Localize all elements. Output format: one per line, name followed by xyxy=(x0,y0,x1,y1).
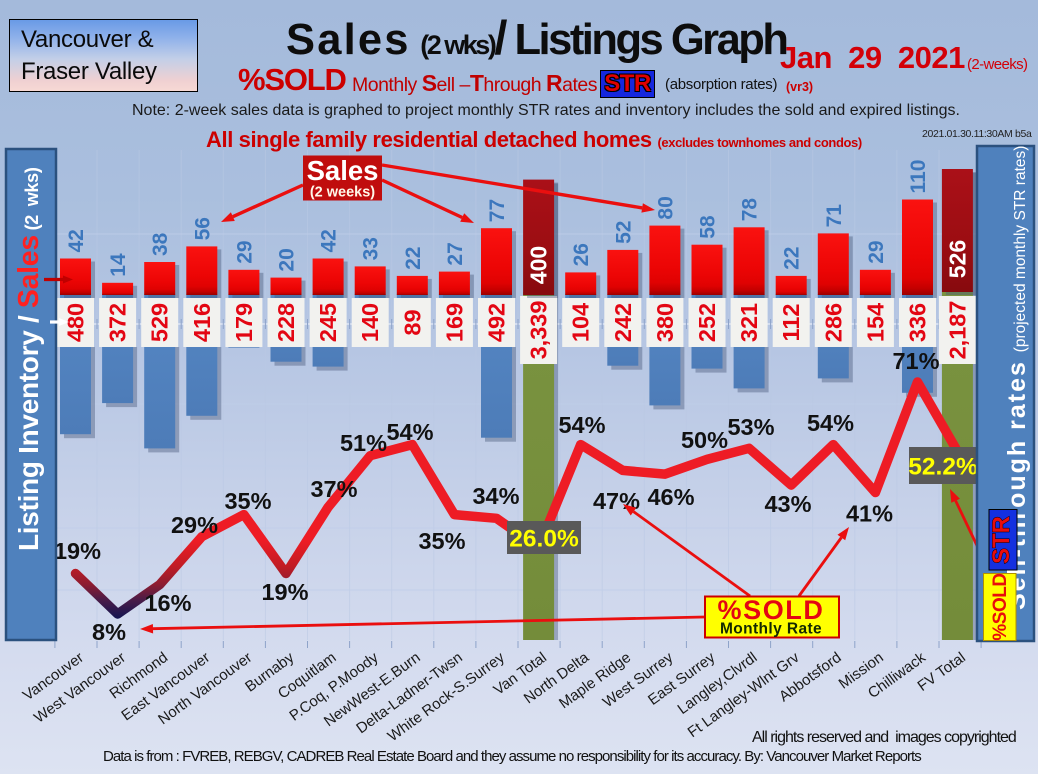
svg-text:286: 286 xyxy=(820,303,846,342)
svg-text:71%: 71% xyxy=(892,348,939,374)
svg-text:29%: 29% xyxy=(171,512,218,538)
svg-text:%SOLD: %SOLD xyxy=(717,595,824,625)
svg-text:52: 52 xyxy=(612,221,635,244)
svg-text:%SOLD: %SOLD xyxy=(990,573,1011,640)
svg-text:416: 416 xyxy=(189,303,215,342)
svg-text:19%: 19% xyxy=(54,538,101,564)
svg-text:2,187: 2,187 xyxy=(944,301,970,360)
svg-text:16%: 16% xyxy=(144,590,191,616)
svg-text:22: 22 xyxy=(781,247,804,270)
svg-text:245: 245 xyxy=(315,303,341,342)
svg-text:35%: 35% xyxy=(418,528,465,554)
svg-text:321: 321 xyxy=(736,303,762,342)
svg-text:104: 104 xyxy=(568,303,594,342)
svg-text:179: 179 xyxy=(231,303,257,342)
svg-text:56: 56 xyxy=(191,217,214,240)
svg-text:3,339: 3,339 xyxy=(526,301,552,360)
svg-text:33: 33 xyxy=(360,237,383,260)
svg-text:35%: 35% xyxy=(224,488,271,514)
svg-text:43%: 43% xyxy=(764,491,811,517)
svg-text:53%: 53% xyxy=(727,414,774,440)
svg-text:529: 529 xyxy=(147,303,173,342)
svg-text:380: 380 xyxy=(652,303,678,342)
svg-text:169: 169 xyxy=(441,303,467,342)
svg-text:(2 weeks): (2 weeks) xyxy=(310,185,375,201)
svg-text:154: 154 xyxy=(862,303,888,342)
svg-text:400: 400 xyxy=(526,246,552,284)
svg-text:336: 336 xyxy=(905,303,931,342)
svg-text:37%: 37% xyxy=(310,476,357,502)
svg-text:80: 80 xyxy=(654,196,677,219)
svg-text:Monthly Rate: Monthly Rate xyxy=(720,621,822,638)
svg-text:372: 372 xyxy=(105,303,131,342)
svg-text:Sales: Sales xyxy=(307,155,379,186)
svg-text:20: 20 xyxy=(276,248,299,271)
svg-text:41%: 41% xyxy=(846,501,893,527)
svg-text:34%: 34% xyxy=(472,483,519,509)
svg-text:8%: 8% xyxy=(92,619,126,645)
svg-text:77: 77 xyxy=(486,199,509,222)
svg-text:58: 58 xyxy=(697,215,720,239)
svg-text:46%: 46% xyxy=(647,484,694,510)
svg-text:22: 22 xyxy=(402,247,425,270)
svg-text:29: 29 xyxy=(865,240,888,263)
svg-text:27: 27 xyxy=(444,242,467,265)
svg-text:51%: 51% xyxy=(340,430,387,456)
svg-text:526: 526 xyxy=(944,240,970,278)
svg-text:19%: 19% xyxy=(261,579,308,605)
svg-text:140: 140 xyxy=(357,303,383,342)
svg-text:492: 492 xyxy=(484,303,510,342)
svg-text:54%: 54% xyxy=(386,419,433,445)
svg-text:14: 14 xyxy=(107,253,130,277)
svg-text:110: 110 xyxy=(907,160,930,194)
svg-text:26.0%: 26.0% xyxy=(509,526,579,553)
svg-text:50%: 50% xyxy=(681,427,728,453)
svg-text:42: 42 xyxy=(65,229,88,252)
svg-text:54%: 54% xyxy=(558,412,605,438)
svg-text:29: 29 xyxy=(233,240,256,263)
svg-text:242: 242 xyxy=(610,303,636,342)
svg-text:52.2%: 52.2% xyxy=(908,454,978,481)
svg-text:71: 71 xyxy=(823,204,846,228)
svg-text:112: 112 xyxy=(778,304,804,342)
svg-text:42: 42 xyxy=(318,229,341,252)
svg-text:54%: 54% xyxy=(807,410,854,436)
svg-text:78: 78 xyxy=(739,198,762,222)
svg-text:STR: STR xyxy=(988,516,1015,564)
svg-text:89: 89 xyxy=(399,309,425,335)
svg-text:228: 228 xyxy=(273,303,299,342)
svg-text:26: 26 xyxy=(570,243,593,266)
svg-text:38: 38 xyxy=(149,232,172,256)
svg-text:252: 252 xyxy=(694,303,720,342)
